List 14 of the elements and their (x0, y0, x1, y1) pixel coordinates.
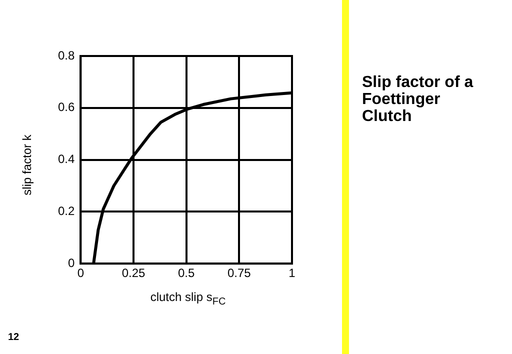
y-tick-label: 0.4 (58, 152, 75, 166)
x-tick-label: 0.25 (122, 266, 146, 280)
x-tick-label: 0.5 (178, 266, 196, 280)
y-tick-label: 0 (68, 256, 75, 270)
y-axis-title: slip factor k (20, 134, 34, 198)
x-tick-label: 0.75 (227, 266, 252, 280)
text: 12 (8, 332, 20, 343)
x-axis-title: clutch slip s$_{FC}$ (149, 290, 227, 308)
text: Slip factor of a Foettinger Clutch (362, 74, 474, 125)
y-tick-label: 0.6 (58, 100, 75, 114)
y-tick-label: 0.8 (58, 48, 75, 62)
x-tick-label: 0 (77, 266, 84, 280)
x-tick-label: 1 (288, 266, 296, 280)
y-tick-label: 0.2 (58, 204, 75, 218)
